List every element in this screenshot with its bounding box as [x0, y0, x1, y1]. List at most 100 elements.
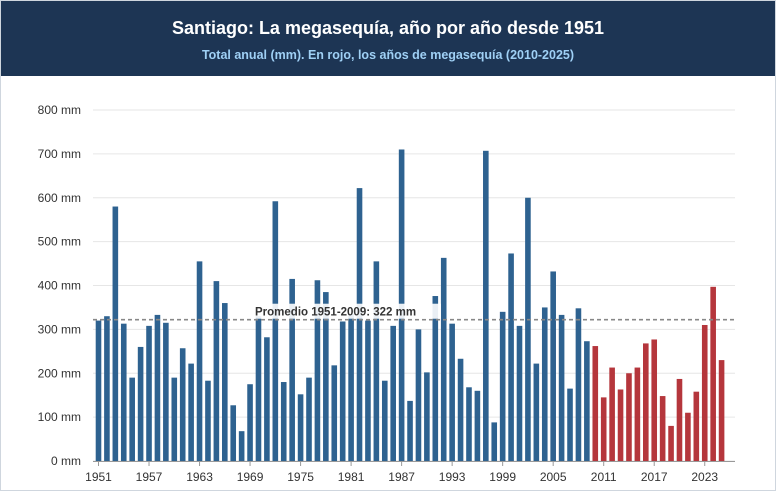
bar-year: [541, 307, 548, 461]
bar-year: [424, 372, 430, 461]
x-tick-label: 2011: [591, 470, 617, 484]
x-tick-label: 1999: [489, 470, 516, 484]
bar-year: [432, 296, 439, 461]
bar-year: [558, 314, 565, 461]
x-tick-label: 2005: [540, 470, 567, 484]
bar-year: [238, 431, 245, 461]
bar-year: [306, 377, 312, 461]
bar-drought-year: [710, 286, 716, 461]
bar-drought-year: [693, 391, 700, 461]
bar-drought-year: [701, 324, 708, 461]
bar-year: [95, 320, 102, 461]
bar-year: [255, 316, 262, 461]
bar-year: [440, 257, 447, 461]
y-tick-label: 200 mm: [38, 366, 81, 380]
average-label-background: [253, 303, 441, 319]
bar-year: [339, 321, 346, 461]
bar-year: [415, 329, 422, 462]
bar-year: [104, 316, 110, 461]
bar-year: [567, 388, 573, 461]
x-axis: 1951 1957 1963 1969 1975 1981 1987 1993 1999 2005…: [85, 461, 735, 484]
bar-year: [129, 377, 135, 461]
bar-year: [280, 382, 287, 461]
bar-year: [323, 292, 329, 461]
bar-year: [575, 308, 582, 461]
bar-year: [407, 400, 413, 461]
x-tick-label: 2017: [641, 470, 668, 484]
bar-year: [449, 323, 455, 461]
x-tick-label: 1993: [439, 470, 466, 484]
bar-year: [525, 197, 531, 461]
bars: [95, 149, 725, 462]
bar-year: [516, 325, 523, 461]
bar-year: [154, 314, 161, 461]
x-tick-label: 1969: [237, 470, 264, 484]
chart-title: Santiago: La megasequía, año por año des…: [171, 18, 605, 38]
bar-drought-year: [643, 343, 649, 461]
x-tick-label: 1975: [287, 470, 314, 484]
bar-drought-year: [651, 339, 658, 461]
y-tick-label: 500 mm: [38, 235, 81, 249]
bar-year: [205, 380, 211, 461]
bar-year: [196, 261, 203, 461]
bar-drought-year: [609, 367, 615, 461]
bar-year: [213, 281, 220, 461]
bar-year: [146, 325, 152, 461]
bar-drought-year: [718, 360, 725, 461]
x-tick-label: 1963: [186, 470, 213, 484]
bar-year: [584, 341, 590, 461]
bar-year: [230, 405, 237, 461]
bar-year: [247, 384, 253, 461]
bar-drought-year: [685, 412, 691, 461]
bar-year: [533, 363, 540, 461]
bar-year: [188, 363, 194, 461]
bar-year: [499, 311, 506, 461]
average-label: Promedio 1951-2009: 322 mm: [255, 307, 416, 319]
x-tick-label: 1987: [388, 470, 415, 484]
bar-year: [381, 380, 388, 461]
y-tick-label: 600 mm: [38, 191, 81, 205]
bar-drought-year: [659, 396, 666, 461]
y-tick-label: 300 mm: [38, 322, 81, 336]
y-axis: 0 mm 100 mm 200 mm 300 mm 400 mm 500 mm 600 mm…: [38, 103, 81, 468]
bar-drought-year: [600, 397, 607, 461]
bar-year: [171, 377, 178, 461]
bar-year: [222, 303, 228, 461]
average-line-group: Promedio 1951-2009: 322 mm: [93, 303, 735, 321]
bar-year: [314, 280, 321, 461]
bar-drought-year: [617, 389, 624, 461]
x-tick-label: 2023: [691, 470, 718, 484]
bar-year: [390, 325, 396, 461]
bar-year: [264, 337, 270, 461]
bar-year: [163, 322, 169, 461]
y-tick-label: 700 mm: [38, 147, 81, 161]
bar-year: [297, 394, 304, 461]
y-tick-label: 0 mm: [51, 454, 81, 468]
bar-drought-year: [668, 425, 674, 461]
bar-year: [466, 387, 472, 461]
chart-subtitle: Total anual (mm). En rojo, los años de m…: [201, 48, 575, 62]
bar-drought-year: [592, 346, 599, 461]
bar-year: [365, 320, 371, 461]
bar-year: [356, 188, 363, 461]
bar-year: [474, 390, 481, 461]
y-tick-label: 800 mm: [38, 103, 81, 117]
bar-year: [348, 314, 354, 461]
bar-drought-year: [676, 378, 683, 461]
bar-year: [508, 253, 514, 461]
y-tick-label: 400 mm: [38, 279, 81, 293]
x-tick-label: 1957: [136, 470, 163, 484]
bar-drought-year: [626, 373, 632, 461]
bar-year: [373, 261, 380, 461]
bar-year: [272, 201, 279, 461]
bar-year: [331, 365, 338, 461]
bar-year: [483, 150, 489, 462]
bar-year: [491, 422, 498, 461]
y-tick-label: 100 mm: [38, 410, 81, 424]
bar-year: [179, 348, 186, 461]
bar-year: [289, 278, 295, 461]
x-tick-label: 1981: [338, 470, 365, 484]
x-tick-label: 1951: [85, 470, 112, 484]
bar-year: [112, 206, 119, 461]
